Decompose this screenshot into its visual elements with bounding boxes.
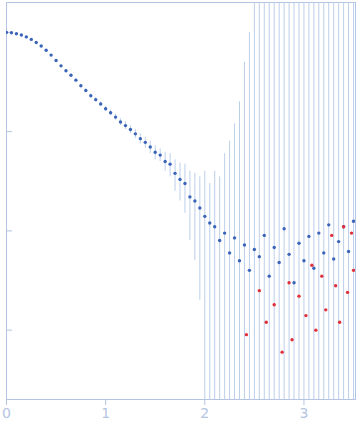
svg-text:3: 3 xyxy=(299,405,308,421)
svg-text:1: 1 xyxy=(101,405,110,421)
svg-text:0: 0 xyxy=(2,405,11,421)
svg-text:2: 2 xyxy=(200,405,209,421)
